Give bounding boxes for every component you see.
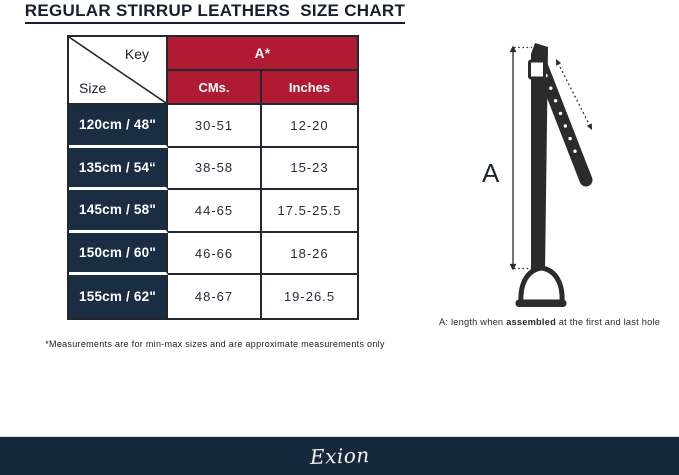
diagonal-divider <box>69 37 166 103</box>
page-title-wrap: REGULAR STIRRUP LEATHERS SIZE CHART <box>0 1 430 24</box>
punch-holes <box>544 73 577 153</box>
row-inches-value: 12-20 <box>262 105 357 148</box>
row-inches-value: 19-26.5 <box>262 275 357 318</box>
row-size-label: 155cm / 62" <box>69 275 168 318</box>
brand-logo: Exion <box>309 442 370 470</box>
caption-prefix: A: length when <box>439 317 507 327</box>
column-group-header-a: A* <box>168 37 357 71</box>
vertical-strap <box>531 43 548 273</box>
row-size-label: 135cm / 54“ <box>69 147 168 191</box>
stirrup-leather-diagram: A <box>482 43 593 307</box>
row-size-label: 145cm / 58" <box>69 190 168 233</box>
diagonal-measure-arrow <box>556 59 592 130</box>
column-header-inches: Inches <box>262 71 357 105</box>
column-header-cms: CMs. <box>168 71 262 105</box>
row-cms-value: 30-51 <box>168 105 262 148</box>
measure-line-a <box>509 45 534 271</box>
table-corner-cell: Key Size <box>69 37 168 105</box>
footer-bar: Exion <box>0 436 679 475</box>
diagonal-strap <box>533 55 593 187</box>
row-inches-value: 17.5-25.5 <box>262 190 357 233</box>
measurements-footnote: *Measurements are for min-max sizes and … <box>45 339 385 349</box>
row-size-label: 120cm / 48" <box>69 105 168 148</box>
caption-suffix: at the first and last hole <box>555 317 661 327</box>
row-inches-value: 18-26 <box>262 232 357 276</box>
caption-bold: assembled <box>506 317 556 327</box>
row-size-label: 150cm / 60" <box>69 232 168 276</box>
corner-key-label: Key <box>124 46 149 62</box>
size-table: Key Size A* CMs. Inches 120cm / 48" 30-5… <box>67 35 359 320</box>
page-title: REGULAR STIRRUP LEATHERS SIZE CHART <box>24 1 406 24</box>
row-cms-value: 38-58 <box>168 147 262 191</box>
row-cms-value: 46-66 <box>168 232 262 276</box>
row-cms-value: 44-65 <box>168 190 262 233</box>
diagram-caption: A: length when assembled at the first an… <box>439 317 679 327</box>
row-inches-value: 15-23 <box>262 147 357 191</box>
measure-label-a: A <box>482 158 500 188</box>
stirrup-iron <box>515 265 567 307</box>
corner-size-label: Size <box>79 80 107 96</box>
row-cms-value: 48-67 <box>168 275 262 318</box>
buckle <box>528 59 546 80</box>
